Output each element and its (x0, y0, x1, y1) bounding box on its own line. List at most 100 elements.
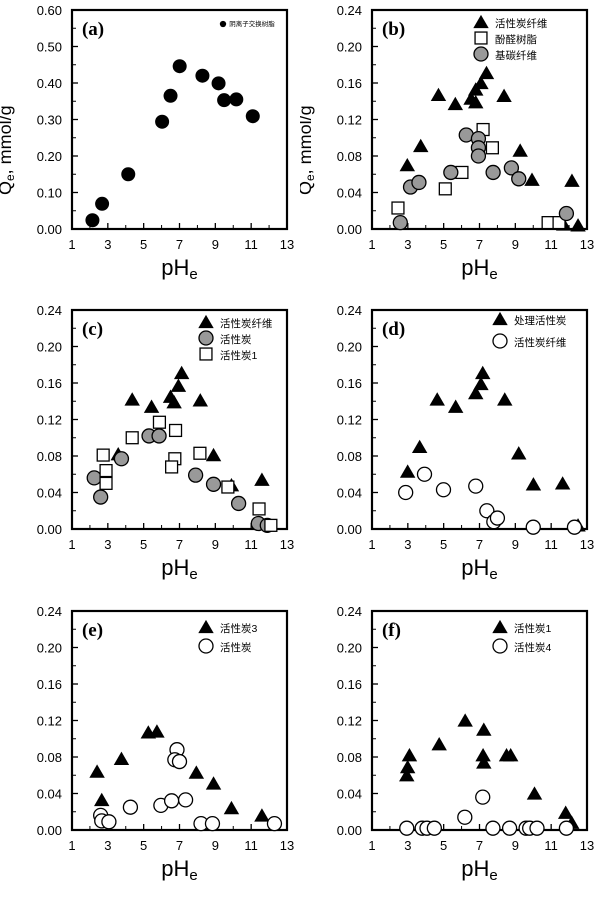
svg-text:0.00: 0.00 (337, 522, 362, 537)
svg-text:0.00: 0.00 (37, 222, 62, 237)
svg-text:5: 5 (140, 237, 147, 252)
svg-text:0.20: 0.20 (337, 640, 362, 655)
svg-text:0.08: 0.08 (337, 750, 362, 765)
svg-text:0.30: 0.30 (37, 112, 62, 127)
svg-text:0.20: 0.20 (37, 340, 62, 355)
svg-text:0.24: 0.24 (337, 303, 362, 318)
svg-text:13: 13 (580, 838, 594, 853)
svg-text:9: 9 (512, 537, 519, 552)
svg-text:3: 3 (404, 237, 411, 252)
svg-text:(f): (f) (382, 620, 401, 641)
svg-text:活性炭4: 活性炭4 (514, 641, 551, 654)
svg-text:0.04: 0.04 (337, 185, 362, 200)
svg-text:3: 3 (104, 237, 111, 252)
svg-text:0.04: 0.04 (337, 786, 362, 801)
svg-text:pHe: pHe (161, 255, 197, 283)
svg-text:Qe, mmol/g: Qe, mmol/g (300, 105, 317, 195)
svg-text:5: 5 (440, 237, 447, 252)
svg-text:9: 9 (212, 237, 219, 252)
svg-text:0.16: 0.16 (337, 76, 362, 91)
svg-text:活性炭1: 活性炭1 (514, 622, 551, 635)
svg-text:0.12: 0.12 (37, 413, 62, 428)
svg-text:9: 9 (212, 838, 219, 853)
svg-text:0.24: 0.24 (37, 604, 62, 619)
svg-text:活性炭: 活性炭 (220, 333, 252, 346)
svg-text:0.16: 0.16 (337, 677, 362, 692)
svg-text:7: 7 (476, 537, 483, 552)
svg-text:pHe: pHe (161, 555, 197, 583)
svg-text:3: 3 (104, 537, 111, 552)
svg-text:9: 9 (512, 838, 519, 853)
svg-text:0.20: 0.20 (337, 340, 362, 355)
svg-text:阴离子交换树脂: 阴离子交换树脂 (229, 19, 275, 28)
svg-text:0.16: 0.16 (37, 677, 62, 692)
svg-text:0.24: 0.24 (337, 604, 362, 619)
svg-text:1: 1 (368, 838, 375, 853)
svg-text:0.20: 0.20 (337, 39, 362, 54)
svg-text:(d): (d) (382, 319, 405, 340)
svg-text:0.10: 0.10 (37, 185, 62, 200)
svg-text:0.24: 0.24 (337, 3, 362, 18)
svg-text:1: 1 (68, 537, 75, 552)
svg-text:5: 5 (440, 838, 447, 853)
svg-text:7: 7 (176, 237, 183, 252)
svg-text:处理活性炭: 处理活性炭 (514, 314, 567, 327)
svg-text:1: 1 (368, 537, 375, 552)
svg-text:0.04: 0.04 (337, 486, 362, 501)
svg-text:0.08: 0.08 (37, 750, 62, 765)
svg-text:0.12: 0.12 (337, 413, 362, 428)
svg-text:酚醛树脂: 酚醛树脂 (495, 33, 537, 46)
svg-text:pHe: pHe (461, 255, 497, 283)
svg-text:0.04: 0.04 (37, 786, 62, 801)
svg-text:13: 13 (280, 838, 294, 853)
svg-text:0.40: 0.40 (37, 76, 62, 91)
svg-text:基碳纤维: 基碳纤维 (495, 49, 537, 62)
svg-text:9: 9 (212, 537, 219, 552)
svg-text:0.00: 0.00 (37, 522, 62, 537)
svg-text:3: 3 (404, 838, 411, 853)
svg-text:11: 11 (244, 838, 257, 853)
svg-text:pHe: pHe (461, 856, 497, 884)
svg-text:0.12: 0.12 (337, 112, 362, 127)
svg-text:1: 1 (368, 237, 375, 252)
svg-text:(b): (b) (382, 19, 405, 40)
svg-text:11: 11 (244, 237, 257, 252)
svg-text:7: 7 (476, 237, 483, 252)
svg-text:活性炭纤维: 活性炭纤维 (514, 336, 567, 349)
svg-text:1: 1 (68, 237, 75, 252)
svg-text:0.60: 0.60 (37, 3, 62, 18)
svg-text:5: 5 (140, 537, 147, 552)
svg-text:7: 7 (476, 838, 483, 853)
svg-text:9: 9 (512, 237, 519, 252)
svg-text:0.20: 0.20 (37, 640, 62, 655)
svg-text:(a): (a) (82, 19, 104, 40)
svg-text:pHe: pHe (161, 856, 197, 884)
svg-text:0.16: 0.16 (37, 376, 62, 391)
svg-text:Qe, mmol/g: Qe, mmol/g (0, 105, 17, 195)
svg-text:0.08: 0.08 (37, 449, 62, 464)
svg-text:13: 13 (580, 237, 594, 252)
svg-text:0.20: 0.20 (37, 149, 62, 164)
svg-text:11: 11 (544, 537, 557, 552)
svg-text:7: 7 (176, 838, 183, 853)
svg-text:0.50: 0.50 (37, 39, 62, 54)
svg-text:0.24: 0.24 (37, 303, 62, 318)
svg-text:0.12: 0.12 (37, 713, 62, 728)
svg-text:活性炭纤维: 活性炭纤维 (495, 17, 548, 30)
svg-text:活性炭: 活性炭 (220, 641, 252, 654)
svg-text:活性炭纤维: 活性炭纤维 (220, 317, 273, 330)
svg-text:3: 3 (404, 537, 411, 552)
svg-text:活性炭3: 活性炭3 (220, 622, 257, 635)
svg-text:5: 5 (440, 537, 447, 552)
svg-text:0.00: 0.00 (37, 823, 62, 838)
svg-text:(e): (e) (82, 620, 103, 641)
svg-text:11: 11 (244, 537, 257, 552)
svg-text:11: 11 (544, 838, 557, 853)
svg-text:1: 1 (68, 838, 75, 853)
svg-text:0.16: 0.16 (337, 376, 362, 391)
svg-text:3: 3 (104, 838, 111, 853)
svg-text:13: 13 (580, 537, 594, 552)
svg-text:pHe: pHe (461, 555, 497, 583)
svg-text:0.08: 0.08 (337, 149, 362, 164)
svg-text:7: 7 (176, 537, 183, 552)
